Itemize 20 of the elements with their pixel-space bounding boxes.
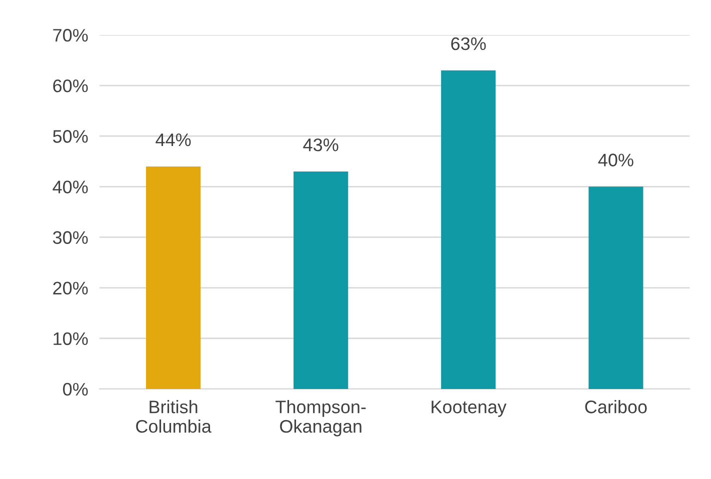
y-tick-label: 0% [63,382,88,396]
x-tick-label: Cariboo [585,400,647,414]
y-tick-label: 40% [52,180,88,194]
y-tick-label: 60% [53,79,88,92]
bar [441,70,496,389]
data-label: 44% [156,134,191,146]
y-tick-label: 50% [53,130,88,143]
bar [588,186,644,389]
bar [146,166,201,389]
data-label: 63% [451,37,486,50]
y-tick-label: 70% [53,28,88,42]
data-label: 40% [598,154,634,166]
y-tick-label: 20% [53,282,88,295]
y-tick-label: 10% [54,332,88,346]
x-tick-label: Kootenay [432,400,506,417]
data-label: 43% [303,138,338,152]
y-tick-label: 30% [52,231,88,244]
x-tick-label: Thompson- Okanagan [276,400,366,436]
x-tick-label: British Columbia [136,400,212,433]
bar [294,172,348,389]
